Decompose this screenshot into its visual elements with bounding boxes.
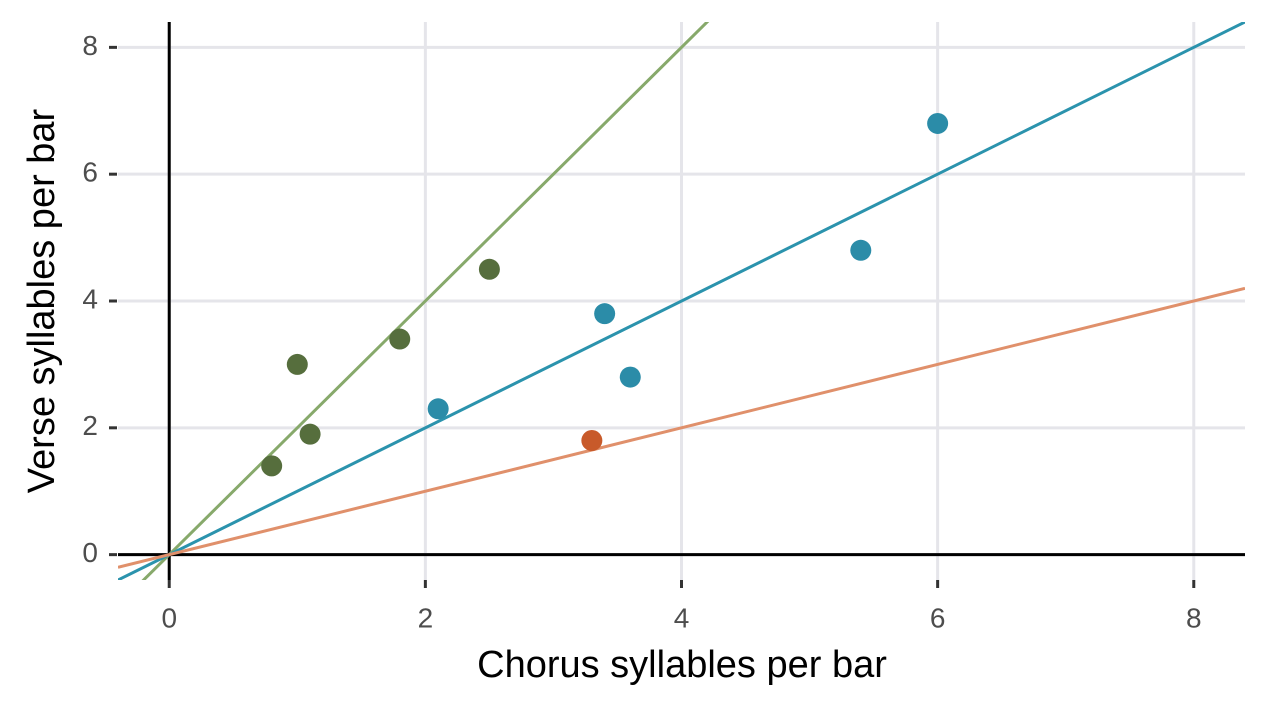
x-tick-label: 8 <box>1186 602 1202 633</box>
x-tick-label: 2 <box>418 602 434 633</box>
point <box>299 423 321 445</box>
point <box>850 239 872 261</box>
point <box>389 328 411 350</box>
y-tick-label: 6 <box>82 157 98 188</box>
point <box>581 430 603 451</box>
reference-line <box>141 22 710 580</box>
point <box>594 303 616 325</box>
y-tick-label: 8 <box>82 30 98 61</box>
point <box>619 366 641 388</box>
y-tick-label: 0 <box>82 537 98 568</box>
point <box>927 112 949 134</box>
x-tick-label: 6 <box>930 602 946 633</box>
x-tick-label: 4 <box>674 602 690 633</box>
point <box>286 353 308 375</box>
point <box>261 455 283 477</box>
reference-line <box>118 22 1245 580</box>
reference-line <box>118 286 1245 569</box>
point <box>478 258 500 280</box>
y-tick-label: 4 <box>82 283 98 314</box>
y-axis-title: Verse syllables per bar <box>21 108 63 493</box>
point <box>427 398 449 420</box>
x-axis-title: Chorus syllables per bar <box>477 644 887 686</box>
y-tick-label: 2 <box>82 410 98 441</box>
x-tick-label: 0 <box>161 602 177 633</box>
